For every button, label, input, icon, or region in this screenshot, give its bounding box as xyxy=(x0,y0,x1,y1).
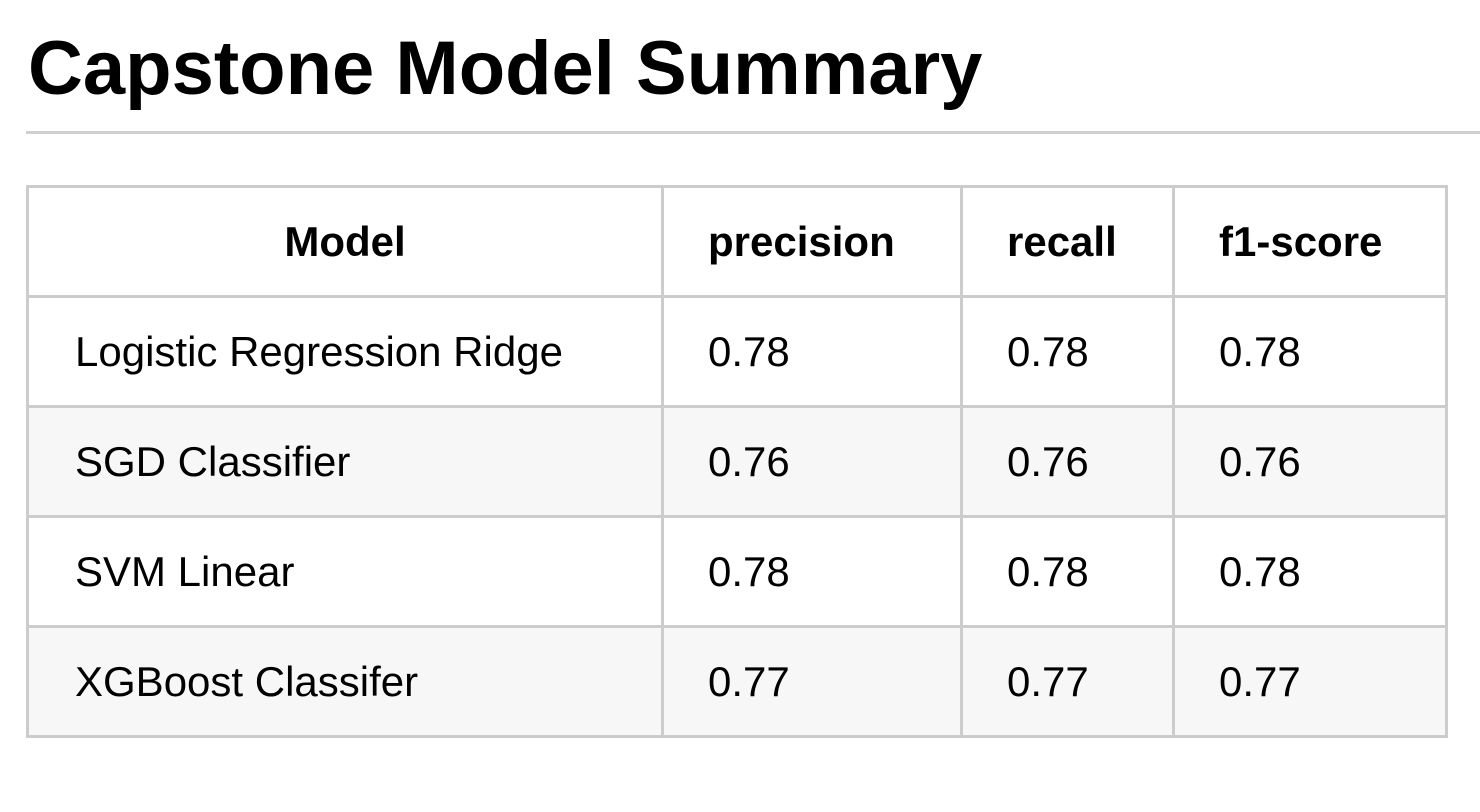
f1-score-cell: 0.76 xyxy=(1172,405,1448,518)
table-row: SVM Linear 0.78 0.78 0.78 xyxy=(26,515,1448,628)
precision-cell: 0.76 xyxy=(661,405,963,518)
f1-score-cell: 0.78 xyxy=(1172,515,1448,628)
model-summary-table: Model precision recall f1-score Logistic… xyxy=(26,185,1448,738)
precision-cell: 0.77 xyxy=(661,625,963,738)
table-row: XGBoost Classifer 0.77 0.77 0.77 xyxy=(26,625,1448,738)
model-name-cell: Logistic Regression Ridge xyxy=(26,295,664,408)
table-row: SGD Classifier 0.76 0.76 0.76 xyxy=(26,405,1448,518)
title-divider xyxy=(26,131,1480,134)
column-header-precision: precision xyxy=(661,185,963,298)
model-name-cell: SVM Linear xyxy=(26,515,664,628)
column-header-recall: recall xyxy=(960,185,1175,298)
model-name-cell: SGD Classifier xyxy=(26,405,664,518)
recall-cell: 0.77 xyxy=(960,625,1175,738)
f1-score-cell: 0.77 xyxy=(1172,625,1448,738)
recall-cell: 0.76 xyxy=(960,405,1175,518)
model-name-cell: XGBoost Classifer xyxy=(26,625,664,738)
table-row: Logistic Regression Ridge 0.78 0.78 0.78 xyxy=(26,295,1448,408)
f1-score-cell: 0.78 xyxy=(1172,295,1448,408)
page-title: Capstone Model Summary xyxy=(28,26,983,111)
column-header-model: Model xyxy=(26,185,664,298)
recall-cell: 0.78 xyxy=(960,295,1175,408)
column-header-f1-score: f1-score xyxy=(1172,185,1448,298)
table-header-row: Model precision recall f1-score xyxy=(26,185,1448,298)
recall-cell: 0.78 xyxy=(960,515,1175,628)
precision-cell: 0.78 xyxy=(661,295,963,408)
precision-cell: 0.78 xyxy=(661,515,963,628)
